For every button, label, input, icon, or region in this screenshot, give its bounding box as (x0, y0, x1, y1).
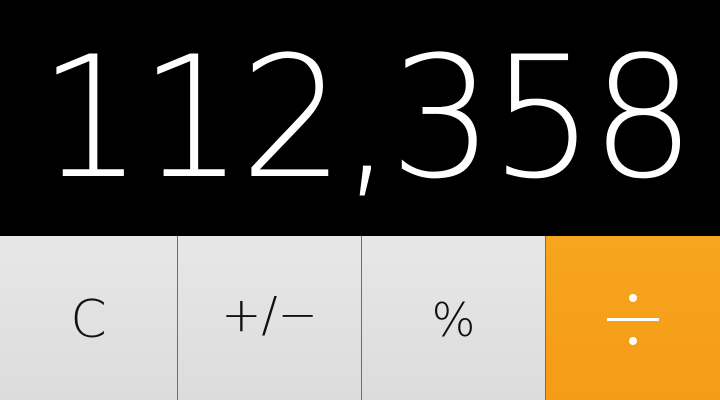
clear-button-label: C (70, 290, 107, 350)
divide-button[interactable] (546, 236, 720, 400)
percent-button[interactable]: % (362, 236, 546, 400)
clear-button[interactable]: C (0, 236, 178, 400)
plus-minus-button-label: +∕− (221, 287, 318, 343)
percent-button-label: % (431, 293, 476, 347)
plus-minus-button[interactable]: +∕− (178, 236, 362, 400)
display-value: 112,358 (38, 20, 696, 216)
divide-icon (607, 294, 659, 345)
result-display: 112,358 (38, 20, 696, 216)
keypad-row: C +∕− % (0, 236, 720, 400)
